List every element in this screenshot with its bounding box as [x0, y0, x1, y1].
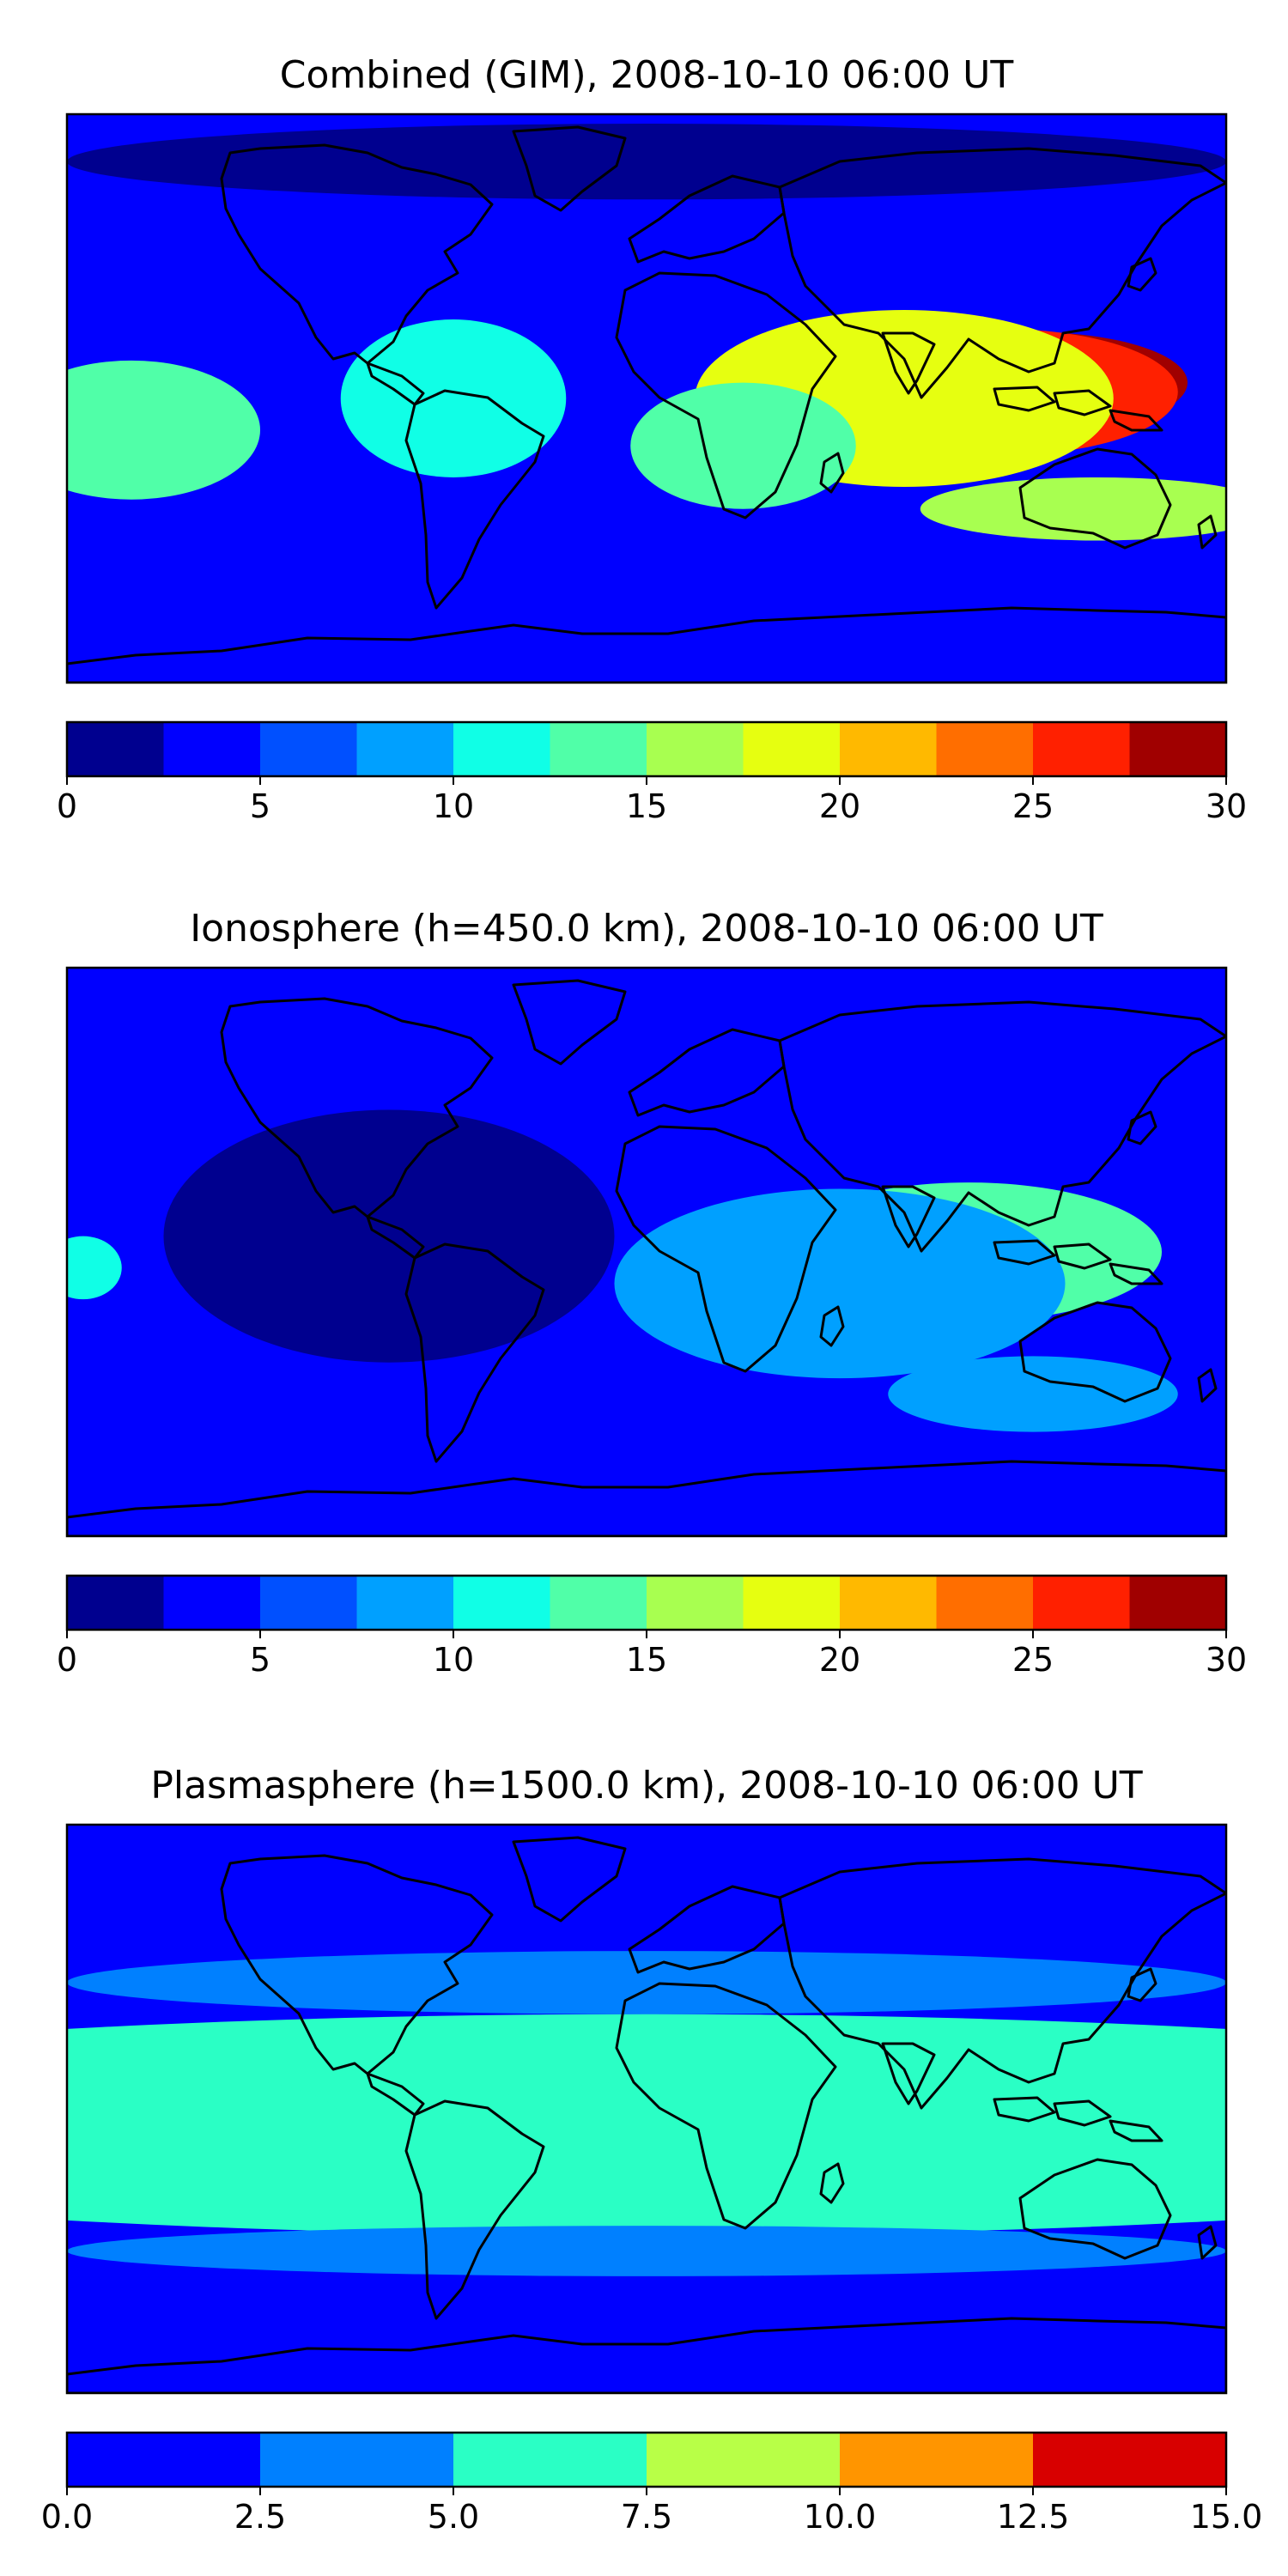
colorbar: 0 5 10 15 20 25 30 — [57, 1574, 1247, 1679]
colorbar-segment-5 — [550, 722, 647, 776]
contour-region-4 — [920, 477, 1226, 541]
colorbar-segment-2 — [453, 2433, 647, 2487]
colorbar-tick-label: 15 — [626, 787, 667, 825]
contour-region-5 — [1145, 2266, 1211, 2299]
contour-region-3 — [614, 1188, 1066, 1379]
colorbar-tick-label: 0.0 — [41, 2498, 93, 2536]
colorbar-tick-label: 25 — [1012, 787, 1054, 825]
contour-region-6 — [67, 360, 260, 500]
colorbar-tick-label: 5.0 — [428, 2498, 479, 2536]
contour-region-0 — [163, 1109, 615, 1363]
colorbar-segment-1 — [163, 1576, 261, 1630]
colorbar-segment-10 — [1033, 1576, 1130, 1630]
colorbar-segment-4 — [453, 722, 550, 776]
colorbar-segment-3 — [356, 722, 454, 776]
colorbar-segment-8 — [840, 722, 937, 776]
colorbar-segment-0 — [67, 722, 164, 776]
map-area — [67, 968, 1226, 1536]
colorbar-segment-1 — [260, 2433, 454, 2487]
panel-title: Plasmasphere (h=1500.0 km), 2008-10-10 0… — [150, 1764, 1142, 1807]
colorbar-tick-label: 5 — [250, 1641, 270, 1679]
contour-region-4 — [888, 1356, 1178, 1432]
contour-region-8 — [67, 124, 1226, 200]
colorbar-tick-label: 30 — [1206, 1641, 1247, 1679]
colorbar-segment-3 — [647, 2433, 841, 2487]
contour-region-4 — [67, 2226, 1226, 2276]
contour-region-5 — [67, 1236, 122, 1300]
colorbar-tick-label: 15 — [626, 1641, 667, 1679]
colorbar-segment-11 — [1129, 1576, 1227, 1630]
panel-1: Combined (GIM), 2008-10-10 06:00 UT 0 5 10 1… — [57, 53, 1247, 825]
map-frame — [65, 966, 1228, 1538]
colorbar-segment-0 — [67, 1576, 164, 1630]
colorbar-tick-label: 10 — [433, 1641, 474, 1679]
colorbar-segment-3 — [356, 1576, 454, 1630]
colorbar-segment-7 — [743, 1576, 841, 1630]
colorbar-segment-2 — [260, 1576, 357, 1630]
panel-title: Combined (GIM), 2008-10-10 06:00 UT — [280, 53, 1014, 97]
colorbar-segment-4 — [840, 2433, 1034, 2487]
colorbar-segment-7 — [743, 722, 841, 776]
panel-title: Ionosphere (h=450.0 km), 2008-10-10 06:0… — [190, 907, 1103, 951]
colorbar-segment-9 — [936, 1576, 1034, 1630]
panel-3: Plasmasphere (h=1500.0 km), 2008-10-10 0… — [41, 1764, 1263, 2536]
map-frame — [65, 112, 1228, 684]
colorbar-segment-1 — [163, 722, 261, 776]
colorbar-tick-label: 30 — [1206, 787, 1247, 825]
colorbar-segment-11 — [1129, 722, 1227, 776]
map-area — [67, 1825, 1226, 2393]
colorbar-segment-5 — [1033, 2433, 1227, 2487]
colorbar-tick-label: 10.0 — [804, 2498, 877, 2536]
colorbar-tick-label: 7.5 — [621, 2498, 672, 2536]
colorbar-tick-label: 15.0 — [1190, 2498, 1263, 2536]
colorbar-tick-label: 0 — [57, 1641, 77, 1679]
colorbar-segment-5 — [550, 1576, 647, 1630]
colorbar-tick-label: 10 — [433, 787, 474, 825]
colorbar-tick-label: 2.5 — [234, 2498, 286, 2536]
colorbar: 0 5 10 15 20 25 30 — [57, 720, 1247, 825]
contour-region-7 — [340, 319, 567, 477]
colorbar-tick-label: 5 — [250, 787, 270, 825]
colorbar-tick-label: 25 — [1012, 1641, 1054, 1679]
contour-region-3 — [67, 1951, 1226, 2014]
panel-2: Ionosphere (h=450.0 km), 2008-10-10 06:0… — [57, 907, 1247, 1679]
colorbar-segment-6 — [647, 1576, 744, 1630]
colorbar-segment-9 — [936, 722, 1034, 776]
colorbar-segment-6 — [647, 722, 744, 776]
contour-region-2 — [67, 2074, 341, 2163]
colorbar-segment-2 — [260, 722, 357, 776]
colorbar-segment-10 — [1033, 722, 1130, 776]
map-frame — [65, 1823, 1228, 2395]
colorbar-segment-4 — [453, 1576, 550, 1630]
colorbar: 0.0 2.5 5.0 7.5 10.0 12.5 15.0 — [41, 2431, 1263, 2536]
colorbar-tick-label: 20 — [819, 787, 860, 825]
colorbar-segment-8 — [840, 1576, 937, 1630]
colorbar-tick-label: 12.5 — [997, 2498, 1070, 2536]
colorbar-segment-0 — [67, 2433, 261, 2487]
map-area — [67, 114, 1226, 683]
colorbar-tick-label: 20 — [819, 1641, 860, 1679]
contour-region-1 — [453, 2070, 1226, 2160]
colorbar-tick-label: 0 — [57, 787, 77, 825]
